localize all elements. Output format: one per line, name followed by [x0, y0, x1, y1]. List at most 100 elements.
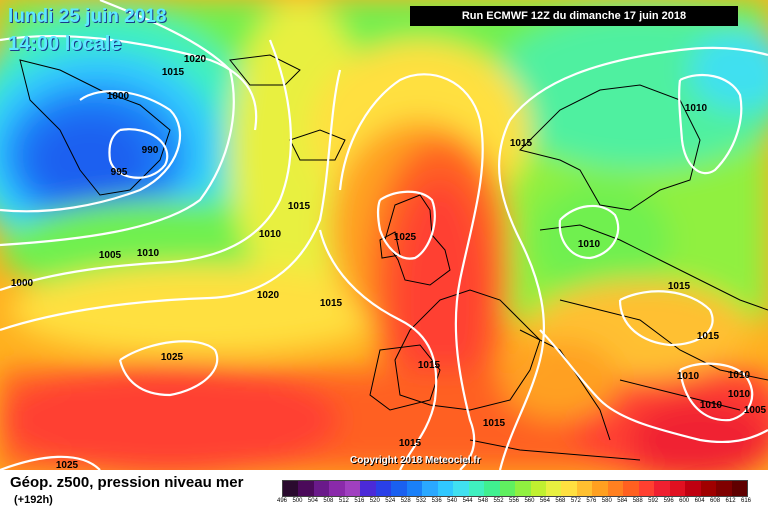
scale-label: 604 [694, 498, 705, 504]
scale-label: 572 [570, 498, 581, 504]
scale-swatch [561, 481, 577, 496]
scale-label: 608 [710, 498, 721, 504]
isobar-label: 1015 [288, 201, 311, 212]
scale-label: 596 [663, 498, 674, 504]
isobar-label: 1015 [399, 438, 422, 449]
isobar-label: 1020 [257, 290, 280, 301]
isobar-label: 1015 [418, 360, 441, 371]
isobar-label: 1025 [56, 460, 79, 470]
scale-label: 612 [725, 498, 736, 504]
scale-label: 516 [354, 498, 365, 504]
scale-swatch [499, 481, 516, 496]
scale-swatch [576, 481, 593, 496]
scale-label: 520 [369, 498, 380, 504]
scale-swatch [607, 481, 624, 496]
scale-swatch [422, 481, 438, 496]
scale-swatch [700, 481, 717, 496]
isobar-label: 1000 [11, 278, 34, 289]
isobar-label: 1015 [162, 67, 185, 78]
isobar-labels: 1020 1015 1000 990 995 1010 1015 1015 1010 1025 10… [11, 54, 767, 470]
scale-label: 512 [338, 498, 349, 504]
scale-label: 540 [447, 498, 458, 504]
scale-swatch [298, 481, 314, 496]
forecast-date: lundi 25 juin 2018 [8, 6, 167, 27]
color-scale-labels: 496 500 504 508 512 516 520 524 528 532 536 540 544 5… [277, 498, 762, 510]
geopotential-map: 1020 1015 1000 990 995 1010 1015 1015 1010 1025 10… [0, 0, 768, 470]
isobar-label: 995 [111, 167, 128, 178]
scale-label: 524 [385, 498, 396, 504]
scale-swatch [669, 481, 686, 496]
isobar-lines [0, 0, 768, 470]
isobar-label: 1015 [668, 281, 691, 292]
scale-swatch [313, 481, 330, 496]
legend-title: Géop. z500, pression niveau mer [10, 474, 244, 491]
isobar-label: 1015 [697, 331, 720, 342]
scale-swatch [283, 481, 299, 496]
legend-subtitle: (+192h) [14, 494, 53, 506]
color-scale-bar [282, 480, 748, 497]
scale-label: 528 [400, 498, 411, 504]
scale-swatch [375, 481, 392, 496]
isobar-label: 1010 [728, 370, 751, 381]
scale-label: 544 [462, 498, 473, 504]
isobar-label: 1010 [685, 103, 708, 114]
isobar-label: 990 [142, 145, 159, 156]
scale-swatch [638, 481, 655, 496]
isobar-label: 1010 [137, 248, 160, 259]
scale-label: 536 [431, 498, 442, 504]
scale-swatch [685, 481, 701, 496]
isobar-label: 1025 [394, 232, 417, 243]
isobar-label: 1005 [744, 405, 767, 416]
scale-label: 532 [416, 498, 427, 504]
scale-swatch [484, 481, 500, 496]
scale-label: 592 [648, 498, 659, 504]
scale-label: 580 [601, 498, 612, 504]
isobar-label: 1000 [107, 91, 130, 102]
run-info-banner: Run ECMWF 12Z du dimanche 17 juin 2018 [410, 6, 738, 26]
isobar-label: 1020 [184, 54, 207, 65]
isobar-label: 1015 [320, 298, 343, 309]
scale-swatch [654, 481, 670, 496]
scale-swatch [716, 481, 732, 496]
scale-swatch [437, 481, 454, 496]
scale-swatch [731, 481, 748, 496]
scale-label: 576 [586, 498, 597, 504]
isobar-label: 1010 [728, 389, 751, 400]
scale-label: 496 [276, 498, 288, 504]
scale-label: 588 [632, 498, 643, 504]
scale-label: 584 [617, 498, 628, 504]
scale-label: 600 [679, 498, 690, 504]
isobar-label: 1010 [677, 371, 700, 382]
forecast-time: 14:00 locale [8, 33, 122, 55]
scale-swatch [391, 481, 407, 496]
scale-swatch [515, 481, 531, 496]
scale-swatch [468, 481, 485, 496]
scale-swatch [530, 481, 546, 496]
scale-label: 560 [524, 498, 535, 504]
scale-swatch [592, 481, 608, 496]
scale-swatch [360, 481, 376, 496]
scale-label: 552 [493, 498, 504, 504]
isobar-label: 1010 [259, 229, 282, 240]
scale-swatch [623, 481, 639, 496]
isobar-label: 1025 [161, 352, 184, 363]
scale-swatch [329, 481, 345, 496]
coastlines [19, 54, 768, 461]
scale-label: 556 [508, 498, 520, 504]
geopotential-field [0, 0, 768, 470]
scale-label: 616 [740, 498, 752, 504]
scale-label: 504 [307, 498, 318, 504]
isobar-label: 1015 [510, 138, 533, 149]
scale-label: 568 [555, 498, 566, 504]
copyright-text: Copyright 2018 Meteociel.fr [350, 455, 481, 466]
scale-swatch [545, 481, 562, 496]
scale-swatch [453, 481, 469, 496]
isobar-label: 1005 [99, 250, 122, 261]
isobar-label: 1010 [700, 400, 723, 411]
scale-label: 500 [292, 498, 303, 504]
scale-label: 548 [478, 498, 489, 504]
scale-swatch [406, 481, 423, 496]
scale-label: 508 [323, 498, 334, 504]
scale-swatch [344, 481, 361, 496]
